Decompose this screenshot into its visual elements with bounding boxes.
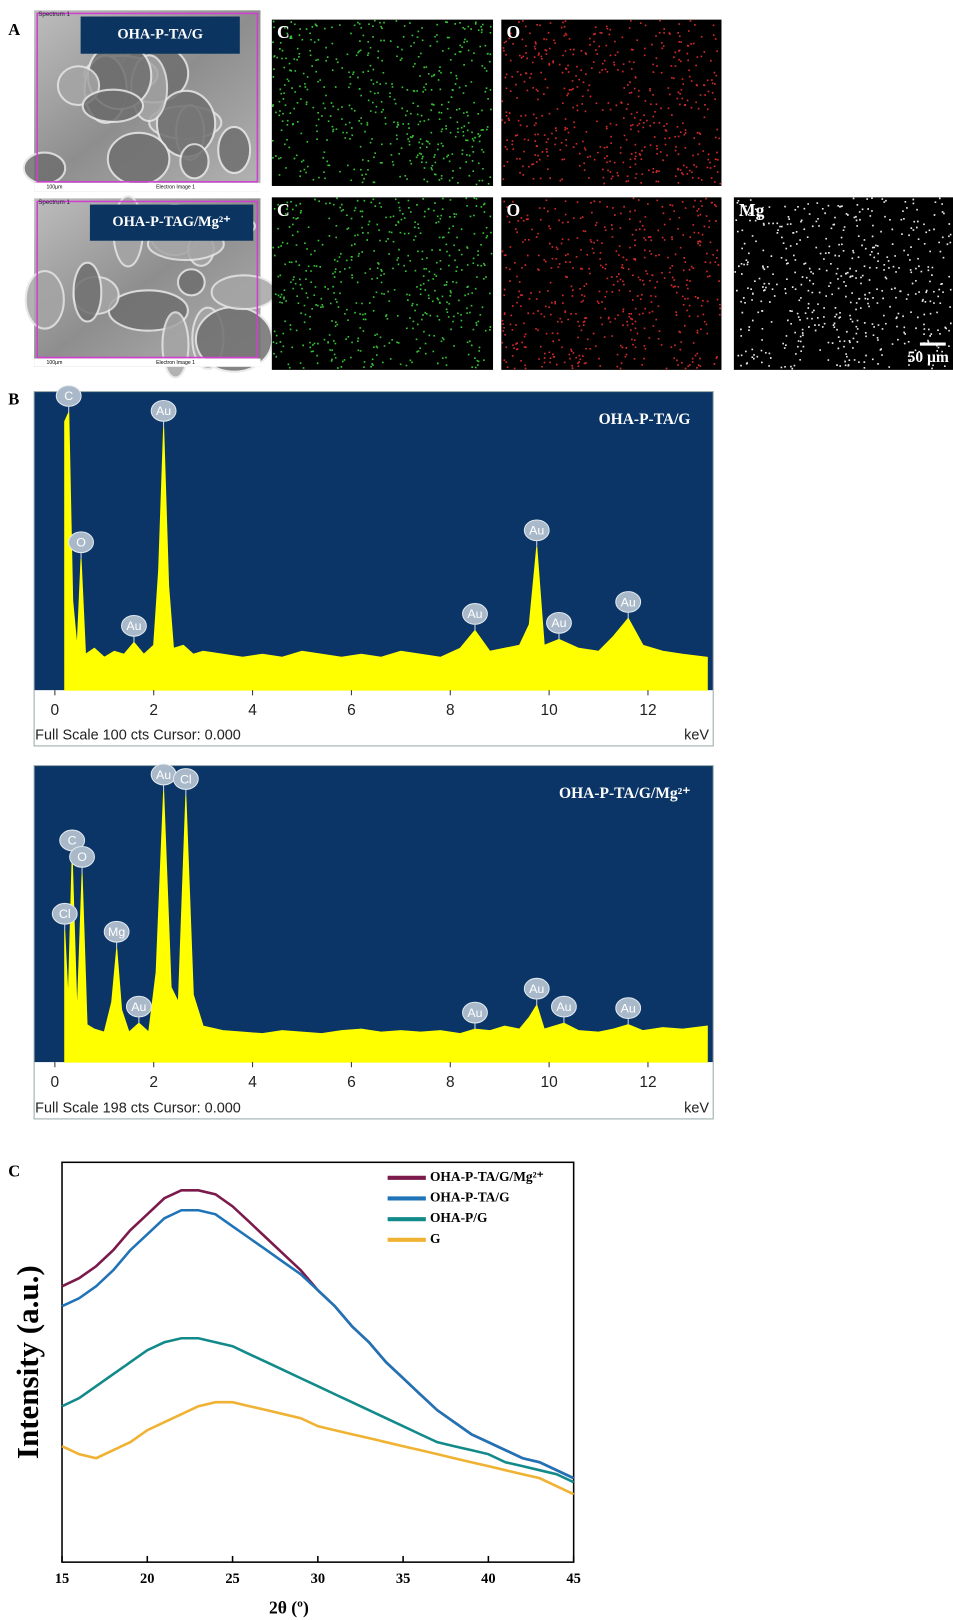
x-tick-label: 4 bbox=[248, 702, 257, 719]
element-map bbox=[501, 20, 721, 186]
sem-pore bbox=[218, 127, 250, 173]
legend-label: G bbox=[430, 1231, 441, 1246]
xrd-line bbox=[62, 1402, 574, 1494]
x-tick-label: 12 bbox=[639, 1074, 656, 1091]
x-tick-label: 35 bbox=[396, 1571, 410, 1587]
legend-label: OHA-P-TA/G bbox=[430, 1190, 510, 1205]
sem-pore bbox=[74, 263, 102, 322]
spectrum-footer: Full Scale 100 cts Cursor: 0.000 bbox=[35, 727, 241, 743]
sem-caption: Electron Image 1 bbox=[156, 184, 195, 190]
sem-pore bbox=[178, 269, 205, 295]
element-map bbox=[501, 197, 721, 370]
x-tick-label: 4 bbox=[248, 1074, 257, 1091]
x-tick-label: 0 bbox=[51, 1074, 60, 1091]
legend-label: OHA-P-TA/G/Mg²⁺ bbox=[430, 1169, 544, 1184]
x-axis-label: keV bbox=[684, 727, 709, 743]
element-map bbox=[272, 20, 493, 186]
x-tick-label: 25 bbox=[225, 1571, 239, 1587]
peak-label: Au bbox=[467, 1006, 482, 1020]
y-axis-label: Intensity (a.u.) bbox=[10, 1265, 45, 1459]
x-tick-label: 6 bbox=[347, 1074, 356, 1091]
map-element-label: Mg bbox=[739, 200, 765, 220]
peak-label: Au bbox=[621, 595, 636, 609]
sem-spectrum-label: Spectrum 1 bbox=[38, 11, 70, 18]
x-tick-label: 10 bbox=[540, 1074, 558, 1091]
sem-pore bbox=[24, 153, 66, 184]
x-tick-label: 8 bbox=[446, 702, 455, 719]
map-element-label: O bbox=[506, 200, 520, 220]
sem-pore bbox=[26, 271, 64, 328]
x-tick-label: 20 bbox=[140, 1571, 154, 1587]
sem-pore bbox=[162, 312, 188, 377]
peak-label: Au bbox=[621, 1001, 636, 1015]
panel-label: A bbox=[8, 20, 20, 39]
sem-footer bbox=[34, 183, 260, 191]
panel-label: B bbox=[8, 390, 19, 409]
peak-label: Au bbox=[529, 982, 544, 996]
peak-label: Au bbox=[126, 619, 141, 633]
sem-scale: 100µm bbox=[47, 360, 63, 366]
peak-label: C bbox=[68, 834, 77, 848]
peak-label: C bbox=[64, 389, 73, 403]
peak-label: Mg bbox=[108, 925, 125, 939]
peak-label: Cl bbox=[180, 772, 192, 786]
sem-spectrum-label: Spectrum 1 bbox=[38, 199, 70, 206]
x-tick-label: 10 bbox=[540, 702, 558, 719]
peak-label: Au bbox=[556, 1000, 571, 1014]
map-element-label: C bbox=[277, 200, 290, 220]
spectrum-background bbox=[34, 766, 713, 1063]
sem-caption: Electron Image 1 bbox=[156, 360, 195, 366]
x-tick-label: 2 bbox=[149, 1074, 158, 1091]
panel-label: C bbox=[8, 1161, 20, 1180]
peak-label: O bbox=[77, 850, 87, 864]
sem-pore bbox=[83, 90, 143, 122]
x-tick-label: 12 bbox=[639, 702, 656, 719]
x-tick-label: 15 bbox=[55, 1571, 69, 1587]
sem-scale: 100µm bbox=[47, 184, 63, 190]
sem-label: OHA-P-TA/G bbox=[117, 26, 203, 42]
peak-label: Au bbox=[156, 404, 171, 418]
peak-label: Au bbox=[467, 607, 482, 621]
x-tick-label: 45 bbox=[566, 1571, 580, 1587]
map-element-label: O bbox=[506, 22, 520, 42]
sem-footer bbox=[34, 359, 260, 367]
page: {"panel_labels": ["A", "B", "C"], "panel… bbox=[0, 0, 953, 1620]
sem-label: OHA-P-TAG/Mg²⁺ bbox=[112, 214, 230, 230]
x-axis-label: keV bbox=[684, 1100, 709, 1116]
peak-label: Au bbox=[156, 768, 171, 782]
scale-bar-label: 50 µm bbox=[908, 349, 949, 366]
element-map bbox=[272, 197, 493, 370]
spectrum-footer: Full Scale 198 cts Cursor: 0.000 bbox=[35, 1100, 241, 1116]
xrd-line bbox=[62, 1210, 574, 1478]
x-tick-label: 8 bbox=[446, 1074, 455, 1091]
spectrum-title: OHA-P-TA/G/Mg²⁺ bbox=[559, 785, 690, 802]
map-element-label: C bbox=[277, 22, 290, 42]
x-tick-label: 0 bbox=[51, 702, 60, 719]
sem-pore bbox=[212, 275, 276, 309]
sem-pore bbox=[108, 133, 170, 185]
x-axis-label: 2θ (º) bbox=[269, 1598, 309, 1618]
peak-label: Au bbox=[529, 524, 544, 538]
peak-label: Cl bbox=[59, 907, 71, 921]
sem-pore bbox=[180, 144, 208, 178]
peak-label: O bbox=[76, 536, 86, 550]
legend-label: OHA-P/G bbox=[430, 1210, 488, 1225]
peak-label: Au bbox=[551, 616, 566, 630]
x-tick-label: 2 bbox=[149, 702, 158, 719]
x-tick-label: 6 bbox=[347, 702, 356, 719]
figure: A B C Spectrum 1 100µm Electron Image 1 OHA… bbox=[0, 0, 953, 1620]
x-tick-label: 30 bbox=[311, 1571, 325, 1587]
peak-label: Au bbox=[131, 1000, 146, 1014]
x-tick-label: 40 bbox=[481, 1571, 495, 1587]
spectrum-title: OHA-P-TA/G bbox=[599, 411, 691, 428]
xrd-line bbox=[62, 1338, 574, 1482]
